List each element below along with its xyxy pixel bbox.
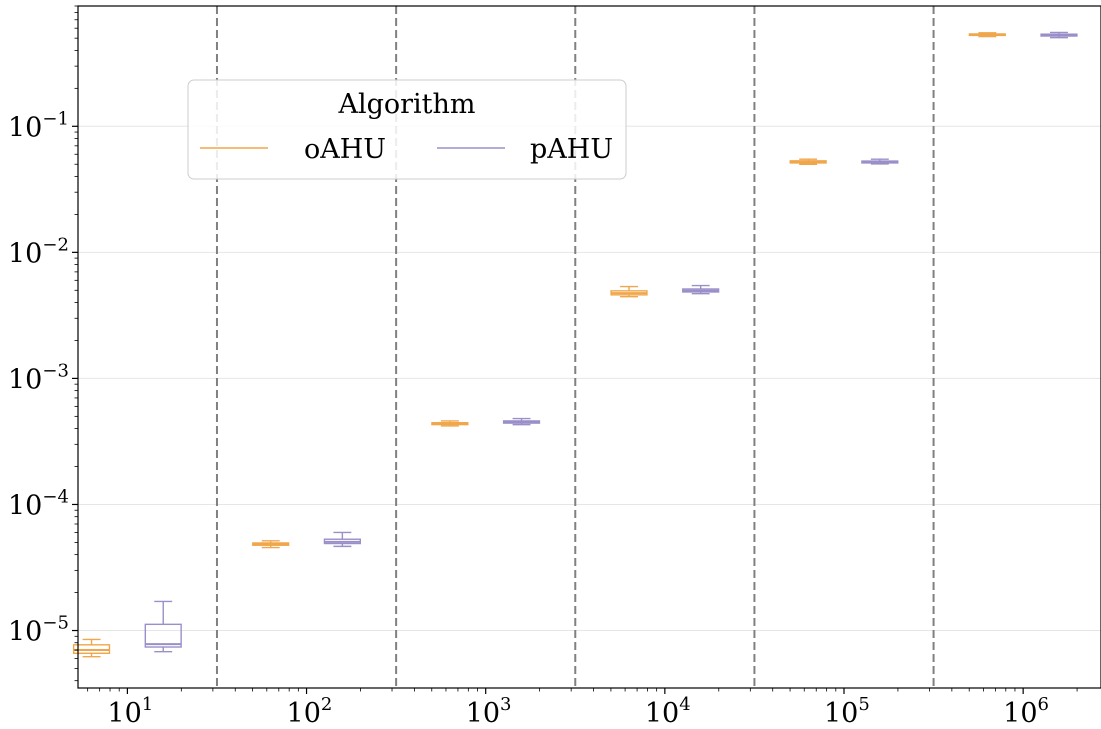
box-oahu <box>252 540 290 549</box>
y-tick-label: 10−2 <box>8 234 69 269</box>
box-pahu <box>144 600 182 653</box>
box-oahu <box>72 638 111 658</box>
box-pahu <box>682 284 720 295</box>
plot-frame <box>77 5 1101 689</box>
box-oahu <box>789 158 827 165</box>
x-tick-label: 106 <box>1003 694 1049 729</box>
box-iqr <box>144 623 182 648</box>
x-axis-ticks: 101 102 103 104 105 106 <box>87 688 1078 729</box>
grid-lines <box>78 125 1101 632</box>
x-tick-label: 102 <box>287 694 333 729</box>
box-oahu <box>968 32 1006 38</box>
y-tick-label: 10−1 <box>8 108 69 143</box>
x-tick-label: 103 <box>466 694 512 729</box>
box-oahu <box>610 285 648 298</box>
x-tick-label: 104 <box>645 694 691 729</box>
x-tick-label: 101 <box>107 694 153 729</box>
y-tick-label: 10−4 <box>8 486 69 521</box>
legend-label-oahu: oAHU <box>304 134 386 165</box>
x-tick-label: 105 <box>824 694 870 729</box>
legend: Algorithm oAHU pAHU <box>187 79 627 180</box>
box-marks <box>72 31 1078 658</box>
y-tick-label: 10−3 <box>8 360 69 395</box>
box-pahu <box>502 417 541 426</box>
legend-title: Algorithm <box>337 89 475 120</box>
legend-frame <box>187 79 627 180</box>
box-pahu <box>861 158 899 165</box>
box-pahu <box>1040 31 1078 39</box>
box-pahu <box>323 531 361 548</box>
legend-label-pahu: pAHU <box>530 134 613 165</box>
y-tick-label: 10−5 <box>8 613 69 648</box>
y-axis-ticks: 10−5 10−4 10−3 10−2 10−1 <box>8 5 78 682</box>
box-oahu <box>431 420 469 427</box>
